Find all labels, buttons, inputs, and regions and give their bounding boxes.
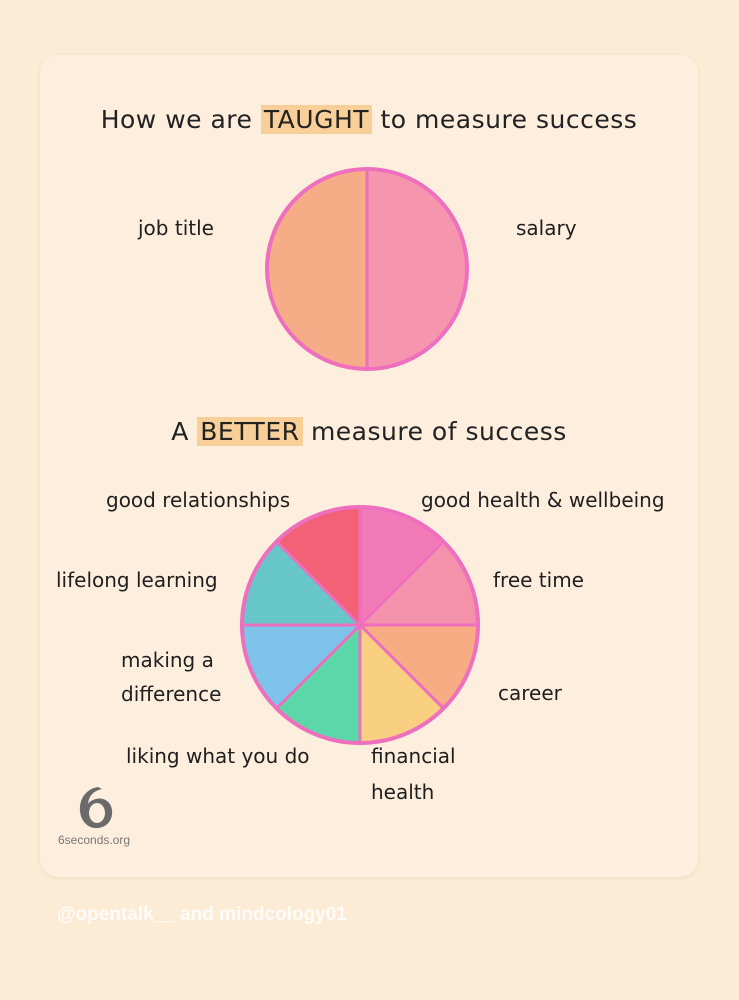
slice-label-good-relationships: good relationships (106, 488, 290, 512)
slice-label-making-a-difference: making a difference (121, 648, 221, 706)
pie-slice-job-title (265, 167, 369, 371)
pie-charts-svg: job title salary good health & wellbeing… (56, 167, 665, 804)
pie-slice-salary (365, 167, 469, 371)
taught-pie-chart (265, 167, 469, 371)
slice-label-career: career (498, 681, 563, 705)
logo-text: 6seconds.org (58, 833, 131, 847)
infographic-card: How we are TAUGHT to measure success A B… (40, 55, 698, 877)
taught-highlight: TAUGHT (260, 105, 373, 134)
credit-text[interactable]: @opentalk__ and mindcology01 (57, 904, 347, 925)
six-seconds-logo-icon (79, 787, 113, 829)
slice-label-liking-what-you-do: liking what you do (126, 744, 310, 768)
better-chart-title: A BETTER measure of success (171, 417, 567, 446)
slice-label-good-health: good health & wellbeing (421, 488, 665, 512)
slice-label-financial-health: financial health (371, 744, 456, 804)
pie-outline (265, 167, 469, 371)
better-highlight: BETTER (197, 417, 303, 446)
slice-label-salary: salary (516, 216, 577, 240)
taught-chart-title: How we are TAUGHT to measure success (100, 105, 638, 134)
slice-label-job-title: job title (137, 216, 214, 240)
pie-outline (240, 505, 480, 745)
slice-label-free-time: free time (493, 568, 584, 592)
slice-label-lifelong-learning: lifelong learning (56, 568, 218, 592)
better-pie-chart (240, 505, 480, 745)
